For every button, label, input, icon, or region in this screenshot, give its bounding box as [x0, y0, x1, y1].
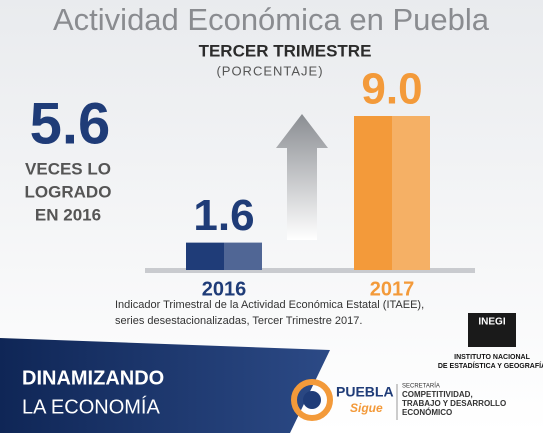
unit: (PORCENTAJE)	[216, 63, 323, 78]
bar	[354, 116, 430, 270]
puebla-tag: Sigue	[350, 401, 383, 415]
value-label: 9.0	[361, 65, 422, 114]
inegi-text: INSTITUTO NACIONAL	[454, 354, 530, 361]
footer-band	[0, 338, 330, 433]
inegi-name: INEGI	[478, 317, 505, 328]
secretaria-text: TRABAJO Y DESARROLLO	[402, 399, 506, 408]
inegi-logo	[468, 313, 516, 347]
puebla-name: PUEBLA	[336, 384, 394, 400]
category-label: 2016	[202, 278, 247, 300]
secretaria-text: SECRETARÍA	[402, 383, 440, 390]
category-label: 2017	[370, 278, 415, 300]
highlight-text: LOGRADO	[25, 182, 112, 201]
footer-text: LA ECONOMÍA	[22, 395, 160, 418]
puebla-logo	[291, 379, 333, 421]
highlight-text: EN 2016	[35, 205, 101, 224]
secretaria-text: COMPETITIVIDAD,	[402, 390, 473, 399]
highlight-value: 5.6	[30, 91, 111, 156]
note: series desestacionalizadas, Tercer Trime…	[115, 315, 362, 327]
value-label: 1.6	[193, 191, 254, 240]
puebla-logo	[303, 391, 321, 409]
bar	[186, 242, 262, 270]
bar-highlight	[392, 116, 430, 270]
secretaria-text: ECONÓMICO	[402, 408, 452, 417]
inegi-text: DE ESTADÍSTICA Y GEOGRAFÍA	[438, 361, 543, 370]
highlight-text: VECES LO	[25, 159, 111, 178]
title: Actividad Económica en Puebla	[53, 2, 490, 37]
footer-text: DINAMIZANDO	[22, 367, 164, 389]
note: Indicador Trimestral de la Actividad Eco…	[115, 299, 424, 311]
subtitle: TERCER TRIMESTRE	[199, 41, 372, 60]
baseline	[145, 268, 475, 273]
arrow	[276, 114, 328, 240]
bar-highlight	[224, 242, 262, 270]
